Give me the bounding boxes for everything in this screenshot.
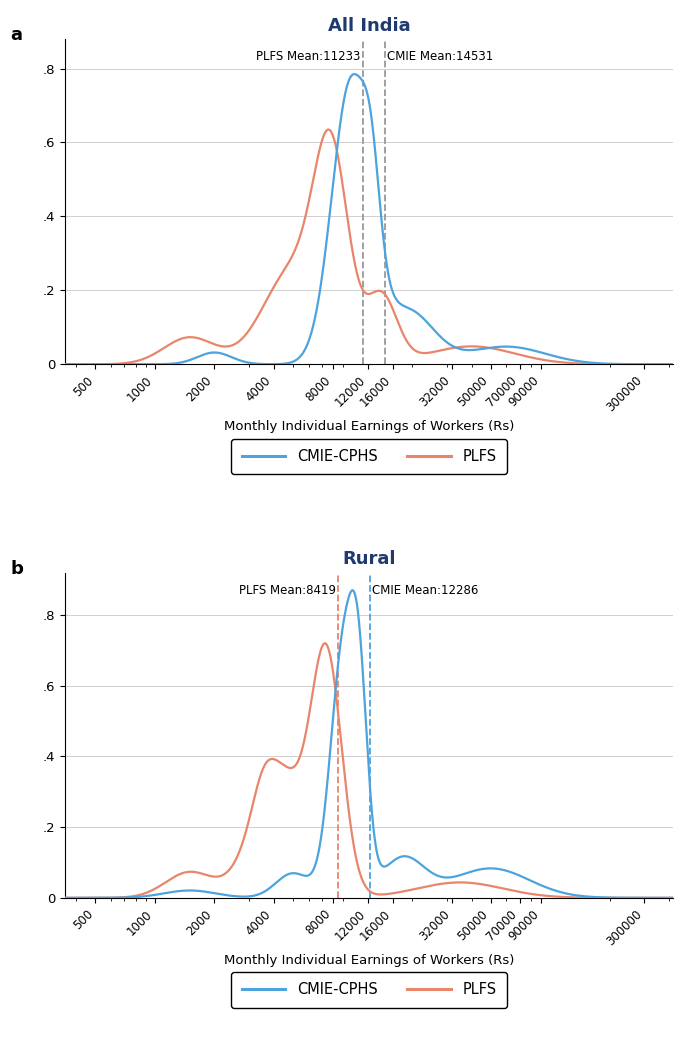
X-axis label: Monthly Individual Earnings of Workers (Rs): Monthly Individual Earnings of Workers (…	[224, 954, 514, 966]
Text: b: b	[10, 559, 23, 577]
Text: PLFS Mean:8419: PLFS Mean:8419	[239, 584, 335, 597]
Legend: CMIE-CPHS, PLFS: CMIE-CPHS, PLFS	[231, 973, 506, 1008]
Title: Rural: Rural	[342, 550, 396, 568]
Text: CMIE Mean:14531: CMIE Mean:14531	[386, 51, 493, 63]
Text: PLFS Mean:11233: PLFS Mean:11233	[256, 51, 360, 63]
Legend: CMIE-CPHS, PLFS: CMIE-CPHS, PLFS	[231, 439, 506, 474]
Text: a: a	[10, 26, 22, 44]
X-axis label: Monthly Individual Earnings of Workers (Rs): Monthly Individual Earnings of Workers (…	[224, 420, 514, 433]
Title: All India: All India	[328, 17, 411, 34]
Text: CMIE Mean:12286: CMIE Mean:12286	[373, 584, 479, 597]
